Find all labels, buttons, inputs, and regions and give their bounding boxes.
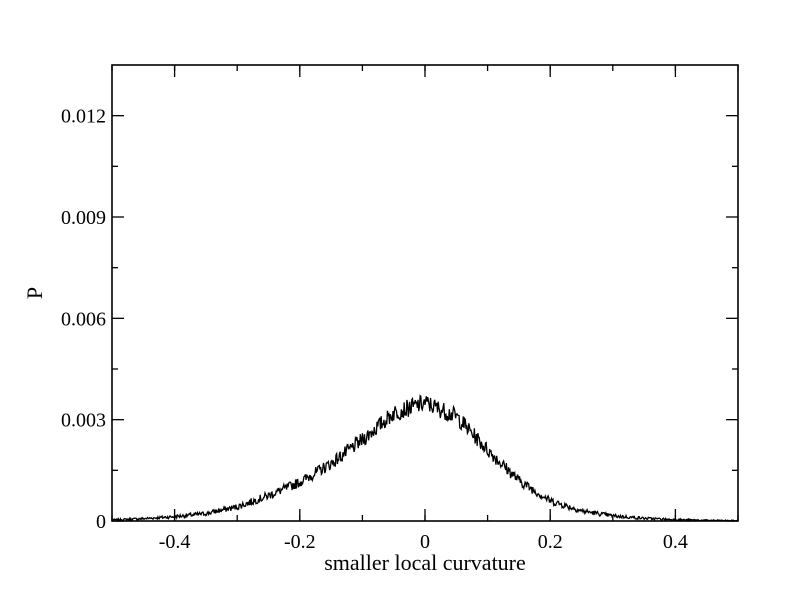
x-tick-label: 0.2 — [538, 531, 563, 553]
axis-ticks — [111, 65, 739, 522]
x-axis-label: smaller local curvature — [324, 550, 526, 575]
series-line — [111, 394, 739, 523]
x-tick-label: -0.2 — [284, 531, 316, 553]
x-tick-label: 0.4 — [663, 531, 688, 553]
y-tick-label: 0 — [96, 511, 106, 533]
y-axis-label: P — [22, 287, 47, 299]
y-tick-label: 0.006 — [61, 308, 106, 330]
x-tick-label: 0 — [420, 531, 430, 553]
tick-labels: -0.4 -0.2 0 0.2 0.4 0 0.003 0.006 0.009 0.012 — [61, 106, 688, 553]
y-tick-label: 0.012 — [61, 106, 106, 128]
y-tick-label: 0.003 — [61, 410, 106, 432]
x-tick-label: -0.4 — [159, 531, 191, 553]
y-tick-label: 0.009 — [61, 207, 106, 229]
plot-frame — [111, 64, 739, 522]
